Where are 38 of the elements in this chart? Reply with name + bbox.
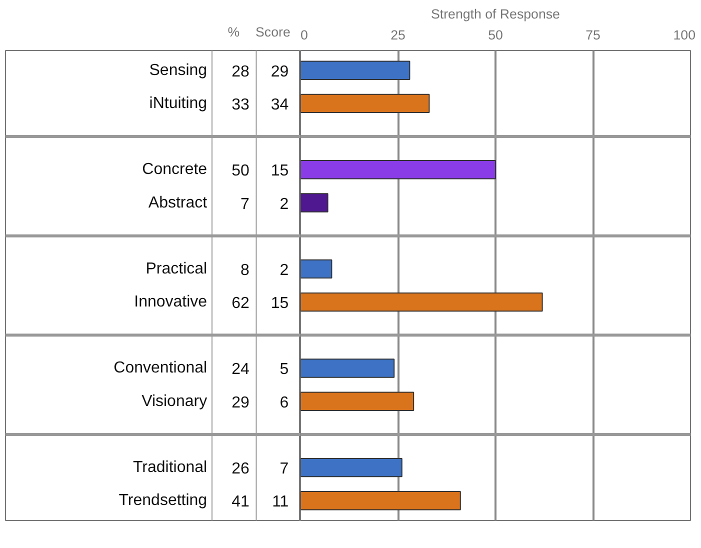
y-tick-label: Trendsetting bbox=[118, 492, 208, 510]
text: 2 bbox=[280, 196, 289, 213]
x-tick-label: 0 bbox=[300, 28, 308, 42]
text: 29 bbox=[270, 63, 289, 80]
x-tick-label: 25 bbox=[390, 28, 406, 42]
data-label: 62 bbox=[232, 295, 250, 312]
data-label: 41 bbox=[232, 494, 250, 511]
text: % bbox=[228, 24, 240, 40]
text: Score bbox=[256, 24, 290, 40]
x-tick-label: 75 bbox=[586, 28, 600, 42]
data-label: 50 bbox=[232, 162, 250, 180]
x-tick-label: 100 bbox=[673, 28, 696, 42]
y-tick-label: Sensing bbox=[149, 62, 208, 79]
text: 34 bbox=[270, 96, 289, 114]
text: 15 bbox=[270, 295, 289, 312]
text: 7 bbox=[280, 460, 289, 478]
data-label: 33 bbox=[232, 96, 250, 114]
x-tick-label: 50 bbox=[488, 28, 503, 42]
y-tick-label: iNtuiting bbox=[149, 94, 208, 112]
y-tick-label: Abstract bbox=[148, 194, 208, 212]
y-tick-label: Traditional bbox=[132, 459, 208, 476]
data-label: 7 bbox=[240, 196, 250, 213]
x-axis-title: Strength of Response bbox=[431, 6, 560, 22]
y-tick-label: Visionary bbox=[142, 392, 208, 410]
y-tick-label: Concrete bbox=[142, 161, 208, 178]
data-label: 29 bbox=[232, 394, 250, 412]
data-label: 8 bbox=[240, 262, 250, 279]
text: 2 bbox=[280, 262, 289, 279]
y-tick-label: Practical bbox=[146, 260, 208, 278]
data-label: 24 bbox=[232, 361, 250, 378]
text: 5 bbox=[280, 361, 289, 378]
data-label: 26 bbox=[232, 460, 250, 478]
y-tick-label: Innovative bbox=[134, 294, 208, 311]
text: 11 bbox=[272, 494, 289, 511]
text: 6 bbox=[280, 394, 289, 412]
y-tick-label: Conventional bbox=[114, 360, 208, 377]
data-label: 28 bbox=[232, 63, 250, 80]
text: 15 bbox=[270, 162, 289, 180]
